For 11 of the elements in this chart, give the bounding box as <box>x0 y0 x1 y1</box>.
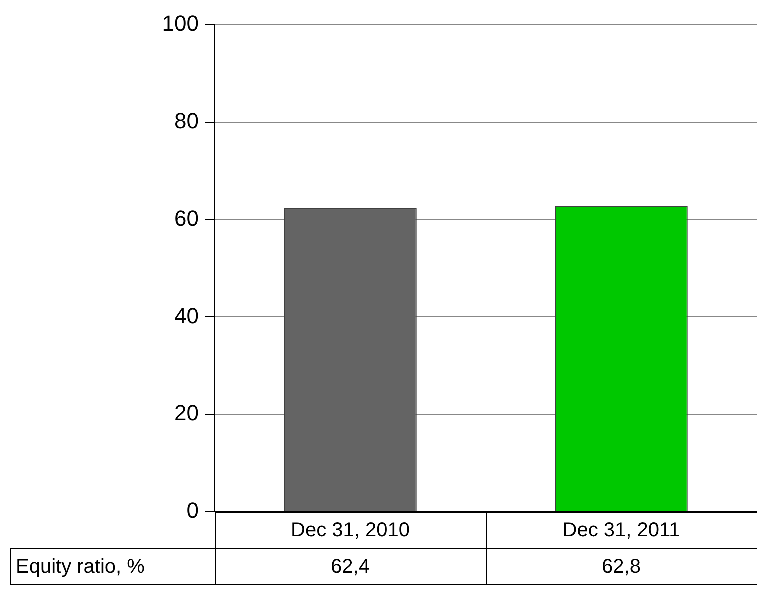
x-tick-label: Dec 31, 2011 <box>562 520 680 542</box>
y-tick-label: 20 <box>174 400 199 426</box>
y-tick-label: 0 <box>186 498 199 524</box>
data-label: 62,4 <box>331 556 370 578</box>
y-tick-label: 100 <box>162 11 199 36</box>
data-label: 62,8 <box>602 556 641 578</box>
y-tick-label: 40 <box>174 303 199 328</box>
x-tick-label: Dec 31, 2010 <box>291 520 410 542</box>
y-tick-label: 80 <box>174 108 199 134</box>
text: Equity ratio, % <box>16 556 146 578</box>
y-tick-label: 60 <box>174 206 199 231</box>
